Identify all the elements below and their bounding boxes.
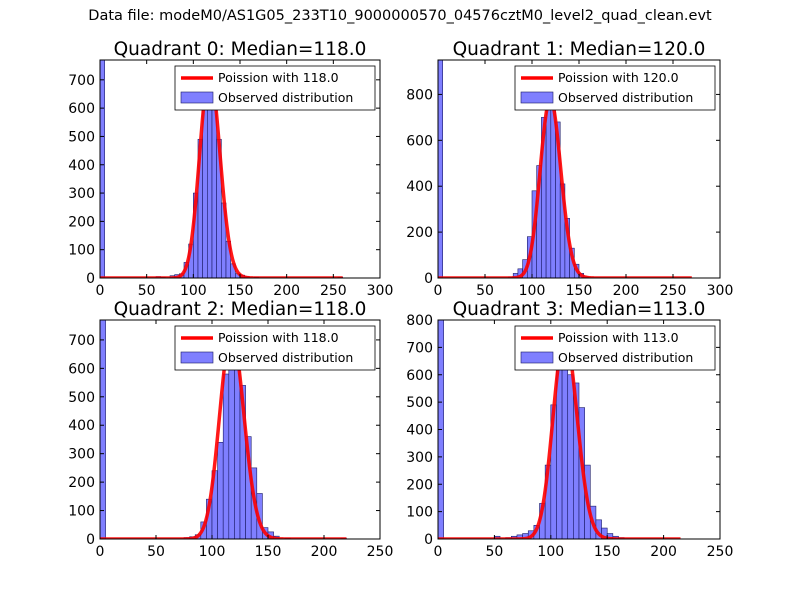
y-tick-label: 400 <box>406 423 433 439</box>
x-tick-label: 250 <box>367 544 394 560</box>
y-tick-label: 300 <box>406 450 433 466</box>
figure-title: Data file: modeM0/AS1G05_233T10_90000005… <box>88 8 712 24</box>
y-tick-label: 0 <box>86 532 95 548</box>
y-tick-label: 200 <box>406 225 433 241</box>
histogram-bar <box>438 60 443 278</box>
legend-bar-swatch <box>180 91 214 104</box>
x-tick-label: 150 <box>594 544 621 560</box>
legend-bar-swatch <box>520 351 554 364</box>
legend: Poission with 118.0 Observed distribution <box>174 65 376 111</box>
y-tick-label: 500 <box>68 390 95 406</box>
y-tick-label: 600 <box>406 368 433 384</box>
legend-bar-swatch <box>520 91 554 104</box>
plot-area <box>438 60 694 278</box>
y-tick-label: 100 <box>68 243 95 259</box>
y-tick-label: 300 <box>68 186 95 202</box>
histogram-bar <box>100 60 105 278</box>
histogram-bar <box>217 441 224 539</box>
legend-observed-label: Observed distribution <box>218 90 353 105</box>
legend-poisson-label: Poission with 118.0 <box>218 330 339 345</box>
y-tick-label: 700 <box>68 73 95 89</box>
x-tick-label: 100 <box>537 544 564 560</box>
x-tick-label: 300 <box>707 283 734 299</box>
histogram-bar <box>100 320 106 539</box>
y-tick-label: 700 <box>68 333 95 349</box>
poisson-fit-line <box>438 97 694 278</box>
y-tick-label: 600 <box>68 361 95 377</box>
quadrant-1-chart: Quadrant 1: Median=120.0 0 50 100 150 200 250 3… <box>406 39 733 299</box>
legend-observed-label: Observed distribution <box>558 90 693 105</box>
histogram-bar <box>567 374 574 539</box>
y-tick-label: 100 <box>406 505 433 521</box>
legend-observed-label: Observed distribution <box>218 350 353 365</box>
histogram-bar <box>545 101 552 278</box>
y-tick-label: 200 <box>68 214 95 230</box>
y-tick-label: 500 <box>406 395 433 411</box>
x-tick-label: 150 <box>227 283 254 299</box>
legend: Poission with 120.0 Observed distribution <box>514 65 716 111</box>
legend-poisson-label: Poission with 118.0 <box>218 70 339 85</box>
y-tick-label: 400 <box>406 179 433 195</box>
y-tick-label: 400 <box>68 418 95 434</box>
histogram-bar <box>228 356 235 539</box>
x-tick-label: 150 <box>566 283 593 299</box>
poisson-fit-line <box>100 332 348 539</box>
legend-observed-label: Observed distribution <box>558 350 693 365</box>
poisson-fit-line <box>100 70 344 278</box>
x-tick-label: 0 <box>96 544 105 560</box>
y-tick-label: 500 <box>68 129 95 145</box>
y-tick-label: 400 <box>68 158 95 174</box>
x-tick-label: 50 <box>147 544 165 560</box>
x-tick-label: 50 <box>485 544 503 560</box>
quadrant-2-chart: Quadrant 2: Median=118.0 0 50 100 150 200 250 0… <box>68 299 393 560</box>
x-tick-label: 0 <box>96 283 105 299</box>
chart-title: Quadrant 1: Median=120.0 <box>453 39 706 60</box>
y-tick-label: 200 <box>68 475 95 491</box>
y-tick-label: 800 <box>406 313 433 329</box>
y-tick-label: 0 <box>424 532 433 548</box>
x-tick-label: 200 <box>311 544 338 560</box>
x-tick-label: 200 <box>613 283 640 299</box>
x-tick-label: 50 <box>476 283 494 299</box>
quadrant-0-chart: Quadrant 0: Median=118.0 0 50 100 150 200 250 3… <box>68 39 393 299</box>
y-tick-label: 0 <box>86 271 95 287</box>
histogram-bar <box>211 104 217 278</box>
x-tick-label: 100 <box>199 544 226 560</box>
quadrant-3-chart: Quadrant 3: Median=113.0 0 50 100 150 200 250 0… <box>406 299 733 560</box>
x-tick-label: 300 <box>367 283 394 299</box>
histogram-bar <box>222 373 230 539</box>
chart-title: Quadrant 0: Median=118.0 <box>114 39 367 60</box>
plot-area <box>100 320 348 539</box>
x-tick-label: 250 <box>320 283 347 299</box>
y-tick-label: 0 <box>424 271 433 287</box>
chart-title: Quadrant 3: Median=113.0 <box>453 299 706 320</box>
x-tick-label: 250 <box>707 544 734 560</box>
y-tick-label: 600 <box>406 133 433 149</box>
x-tick-label: 0 <box>434 283 443 299</box>
y-tick-label: 200 <box>406 477 433 493</box>
x-tick-label: 100 <box>180 283 207 299</box>
y-tick-label: 700 <box>406 340 433 356</box>
x-tick-label: 150 <box>255 544 282 560</box>
y-tick-label: 800 <box>406 87 433 103</box>
legend: Poission with 118.0 Observed distribution <box>174 325 376 371</box>
legend-poisson-label: Poission with 113.0 <box>558 330 679 345</box>
x-tick-label: 100 <box>519 283 546 299</box>
axes-frame <box>99 319 381 540</box>
plot-area <box>100 60 344 278</box>
x-tick-label: 250 <box>660 283 687 299</box>
x-tick-label: 200 <box>650 544 677 560</box>
y-tick-label: 100 <box>68 504 95 520</box>
x-tick-label: 200 <box>273 283 300 299</box>
legend: Poission with 113.0 Observed distribution <box>514 325 716 371</box>
x-tick-label: 50 <box>138 283 156 299</box>
y-tick-label: 300 <box>68 447 95 463</box>
legend-poisson-label: Poission with 120.0 <box>558 70 679 85</box>
legend-bar-swatch <box>180 351 214 364</box>
chart-title: Quadrant 2: Median=118.0 <box>114 299 367 320</box>
x-tick-label: 0 <box>434 544 443 560</box>
y-tick-label: 600 <box>68 101 95 117</box>
